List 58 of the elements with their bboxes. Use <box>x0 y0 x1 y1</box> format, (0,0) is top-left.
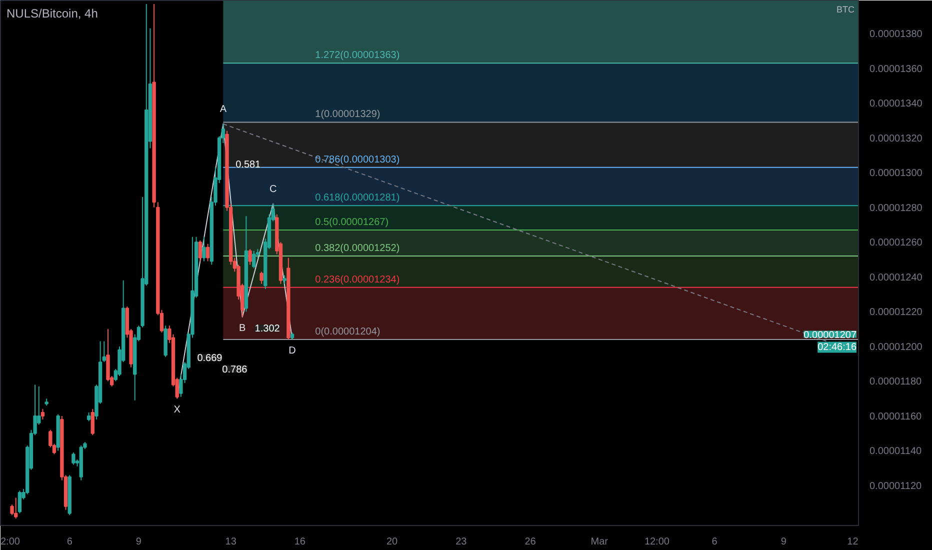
ref-line-label: 1(0.00001329) <box>315 109 380 120</box>
x-tick-label: 6 <box>712 536 718 548</box>
y-tick-label: 0.00001340 <box>870 98 923 110</box>
annotation: B <box>239 322 246 334</box>
x-tick-label: 16 <box>294 536 306 548</box>
candlestick <box>248 248 252 266</box>
candlestick <box>90 408 94 436</box>
ref-line-label: 0.236(0.00001234) <box>315 274 400 286</box>
x-tick-label: 9 <box>136 536 142 548</box>
candlestick <box>202 236 206 262</box>
y-tick-label: 0.00001160 <box>870 411 922 422</box>
ref-line-label: 0(0.00001204) <box>315 326 380 338</box>
x-tick-label: 13 <box>225 536 237 548</box>
x-tick-label: 23 <box>456 536 468 548</box>
annotation: 0.786 <box>222 364 248 376</box>
y-tick-label: 0.00001220 <box>870 307 923 318</box>
candlestick <box>206 243 210 262</box>
y-tick-label: 0.00001380 <box>870 29 923 40</box>
ref-line-label: 1.272(0.00001363) <box>315 50 400 62</box>
annotation: 0.669 <box>197 353 223 364</box>
candlestick <box>40 408 45 420</box>
x-tick-label: 26 <box>524 536 536 548</box>
y-tick-label: 0.00001320 <box>870 133 923 144</box>
y-tick-label: 0.00001360 <box>870 64 923 75</box>
annotation: A <box>220 104 227 115</box>
ref-line-label: 0.382(0.00001252) <box>315 243 400 254</box>
y-tick-label: 0.00001180 <box>870 376 922 388</box>
ref-line-label: 0.786(0.00001303) <box>315 154 400 166</box>
y-tick-label: 0.00001300 <box>870 168 923 180</box>
y-tick-label: 0.00001140 <box>870 446 922 458</box>
x-tick-label: 2:00 <box>0 536 20 548</box>
x-tick-label: 9 <box>780 536 787 548</box>
annotation: 0.00001207 <box>804 330 857 341</box>
candlestick <box>72 452 76 466</box>
x-tick-label: 12 <box>847 536 859 548</box>
candlestick <box>260 271 264 284</box>
x-tick-label: 12:00 <box>644 536 670 548</box>
y-tick-label: 0.00001280 <box>870 202 923 214</box>
ref-line-label: 0.618(0.00001281) <box>315 192 400 204</box>
y-tick-label: 0.00001200 <box>870 342 923 353</box>
ref-line-label: 0.5(0.00001267) <box>315 216 389 228</box>
annotation: 02:46:16 <box>818 342 857 353</box>
candlestick <box>18 490 22 514</box>
annotation: D <box>288 345 296 356</box>
candlestick <box>252 250 256 269</box>
y-tick-label: 0.00001260 <box>870 238 923 249</box>
x-tick-label: 20 <box>386 536 398 548</box>
x-tick-label: Mar <box>590 536 609 548</box>
annotation: X <box>174 404 181 416</box>
text: NULS/Bitcoin, 4h <box>6 6 98 20</box>
x-tick-label: 6 <box>66 536 73 548</box>
y-tick-label: 0.00001120 <box>870 481 922 492</box>
annotation: C <box>269 184 277 195</box>
candlestick <box>198 240 202 262</box>
candlestick <box>14 497 18 520</box>
y-tick-label: 0.00001240 <box>870 272 923 284</box>
y-axis-title: BTC <box>836 4 855 14</box>
annotation: 1.302 <box>254 324 280 335</box>
